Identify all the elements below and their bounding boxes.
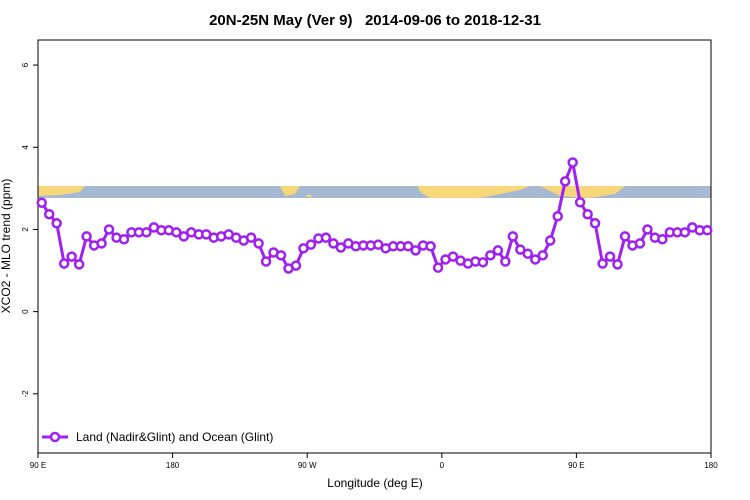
x-tick-label: 180 <box>704 461 718 470</box>
data-point <box>253 238 264 249</box>
y-tick-label: 0 <box>21 309 30 314</box>
plot-frame <box>37 39 712 454</box>
data-point <box>522 248 534 259</box>
data-point <box>574 197 586 208</box>
data-point <box>141 227 152 238</box>
data-point <box>567 157 578 168</box>
data-point <box>245 232 257 243</box>
y-tick-label: 2 <box>21 227 30 232</box>
data-point <box>702 225 713 236</box>
data-point <box>447 251 459 262</box>
x-tick-label: 180 <box>166 461 180 470</box>
data-point <box>410 245 421 256</box>
data-point <box>544 235 556 246</box>
data-point <box>275 250 287 261</box>
y-axis-label: XCO2 - MLO trend (ppm) <box>0 179 13 314</box>
legend-marker <box>49 431 61 443</box>
data-point <box>73 259 85 270</box>
data-point <box>612 259 623 270</box>
data-point <box>335 242 347 253</box>
data-point <box>679 227 691 238</box>
data-point <box>642 224 653 235</box>
y-tick-label: 6 <box>21 62 30 67</box>
data-point <box>507 231 519 242</box>
data-point <box>604 251 616 262</box>
x-tick-label: 90 E <box>30 461 46 470</box>
data-point <box>582 208 593 220</box>
data-point <box>634 238 646 249</box>
x-tick-label: 90 E <box>568 461 584 470</box>
data-point <box>559 176 571 187</box>
data-point <box>425 241 436 252</box>
data-point <box>597 258 608 269</box>
data-point <box>402 241 414 252</box>
data-point <box>81 231 92 242</box>
data-point <box>492 245 504 256</box>
x-axis-label: Longitude (deg E) <box>327 476 422 490</box>
data-point <box>51 218 62 229</box>
data-point <box>515 244 526 255</box>
data-point <box>619 231 631 242</box>
data-point <box>552 211 563 222</box>
data-point <box>537 250 548 261</box>
data-point <box>657 234 668 245</box>
y-tick-label: -2 <box>21 390 30 398</box>
y-tick-label: 4 <box>21 144 30 149</box>
data-point <box>328 238 339 249</box>
chart-title: 20N-25N May (Ver 9) 2014-09-06 to 2018-1… <box>209 12 541 29</box>
data-point <box>171 227 182 238</box>
data-point <box>43 208 55 220</box>
data-point <box>320 232 332 243</box>
data-point <box>305 239 317 250</box>
data-point <box>432 262 444 273</box>
data-point <box>500 256 511 267</box>
data-point <box>485 250 496 261</box>
data-point <box>477 257 489 268</box>
legend-label: Land (Nadir&Glint) and Ocean (Glint) <box>76 430 273 444</box>
x-tick-label: 90 W <box>298 461 317 470</box>
data-point <box>178 231 190 242</box>
x-tick-label: 0 <box>440 461 445 470</box>
map-strip <box>38 186 711 198</box>
data-point <box>290 260 302 271</box>
data-point <box>103 224 115 235</box>
data-point <box>58 258 70 269</box>
data-point <box>118 234 130 245</box>
data-point <box>589 218 601 229</box>
data-point <box>530 254 541 265</box>
data-point <box>36 197 47 208</box>
data-point <box>66 251 77 262</box>
data-point <box>260 256 272 267</box>
data-point <box>96 238 107 249</box>
